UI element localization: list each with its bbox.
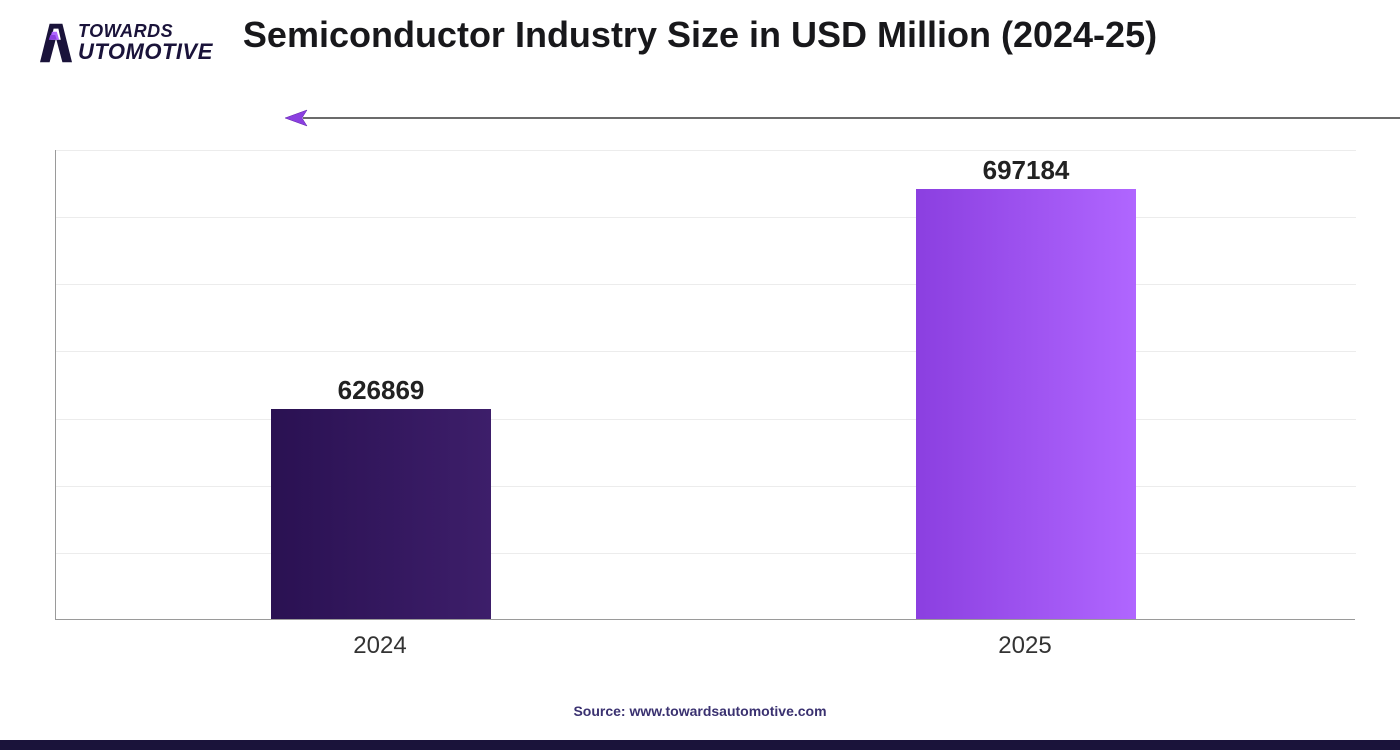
gridline — [56, 217, 1356, 218]
plot-area: 626869 697184 — [55, 150, 1355, 620]
bar — [271, 409, 491, 619]
gridline — [56, 351, 1356, 352]
bar-value-label: 697184 — [916, 155, 1136, 186]
source-label: Source: — [573, 703, 625, 719]
bar — [916, 189, 1136, 619]
gridline — [56, 284, 1356, 285]
logo-text: TOWARDS UTOMOTIVE — [78, 22, 213, 63]
bar-group: 626869 — [271, 409, 491, 619]
bar-group: 697184 — [916, 189, 1136, 619]
bar-chart: 626869 697184 2024 2025 — [55, 150, 1355, 670]
gridline — [56, 150, 1356, 151]
source-url: www.towardsautomotive.com — [629, 703, 826, 719]
bottom-bar — [0, 740, 1400, 750]
x-axis-label: 2024 — [270, 632, 490, 660]
x-axis-label: 2025 — [915, 632, 1135, 660]
logo-line-2: UTOMOTIVE — [78, 41, 213, 63]
logo-mark-icon — [40, 23, 72, 63]
chart-title: Semiconductor Industry Size in USD Milli… — [200, 12, 1200, 57]
bar-value-label: 626869 — [271, 375, 491, 406]
gridline — [56, 553, 1356, 554]
gridline — [56, 486, 1356, 487]
logo-line-1: TOWARDS — [78, 22, 213, 40]
decorative-arrow-icon — [285, 106, 1400, 130]
gridline — [56, 419, 1356, 420]
source-caption: Source: www.towardsautomotive.com — [573, 703, 826, 719]
brand-logo: TOWARDS UTOMOTIVE — [40, 22, 213, 63]
